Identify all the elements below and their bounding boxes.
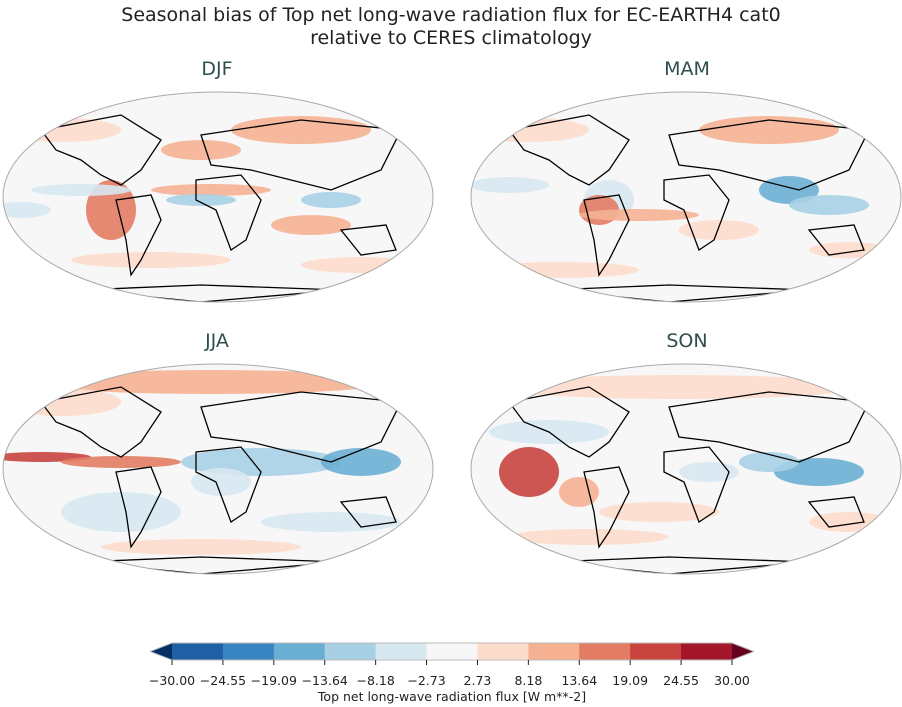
coastline	[507, 114, 630, 186]
coastline	[339, 496, 397, 528]
bias-region	[471, 177, 549, 193]
coastline	[339, 224, 397, 256]
colorbar-segment	[426, 643, 478, 660]
map-djf	[2, 91, 434, 303]
panel-title-jja: JJA	[205, 330, 229, 352]
colorbar-tick-label: 8.18	[514, 673, 543, 688]
colorbar	[150, 642, 754, 665]
bias-region	[499, 375, 859, 399]
bias-region	[101, 539, 301, 555]
bias-region	[739, 452, 799, 472]
colorbar-segment	[528, 643, 580, 660]
bias-region	[71, 252, 231, 268]
bias-region	[789, 195, 869, 215]
bias-region	[3, 388, 121, 416]
coastline	[200, 119, 403, 191]
colorbar-segment	[630, 643, 682, 660]
bias-region	[261, 512, 401, 532]
bias-region	[61, 492, 181, 532]
colorbar-tick-label: −30.00	[148, 673, 196, 688]
coastline	[200, 391, 403, 463]
bias-region	[271, 215, 351, 235]
colorbar-segment	[375, 643, 428, 660]
coastline	[39, 114, 162, 186]
colorbar-over-arrow	[732, 643, 754, 660]
bias-region	[31, 370, 391, 394]
bias-region	[759, 176, 819, 204]
colorbar-segment	[172, 643, 224, 660]
map-jja	[2, 363, 434, 575]
panel-title-son: SON	[666, 330, 708, 352]
bias-region	[479, 262, 639, 278]
colorbar-under-arrow	[150, 643, 172, 660]
colorbar-tick-label: 2.73	[463, 673, 492, 688]
bias-region	[3, 118, 121, 142]
figure-title-line2: relative to CERES climatology	[310, 27, 592, 49]
bias-region	[471, 118, 589, 142]
colorbar-tick-label: 30.00	[714, 673, 750, 688]
bias-region	[679, 462, 739, 482]
bias-region	[679, 220, 759, 240]
coastline	[507, 386, 630, 458]
coastline	[115, 466, 162, 549]
map-mam	[470, 91, 902, 303]
bias-region	[3, 452, 91, 462]
coastline	[668, 119, 871, 191]
bias-region	[166, 194, 236, 206]
coastline	[668, 391, 871, 463]
bias-region	[599, 502, 719, 522]
colorbar-tick-label: −2.73	[407, 673, 446, 688]
colorbar-segment	[477, 643, 529, 660]
bias-region	[161, 140, 241, 160]
map-son	[470, 363, 902, 575]
bias-region	[809, 512, 889, 532]
bias-region	[499, 447, 559, 497]
colorbar-tick-label: −8.18	[356, 673, 395, 688]
panel-title-djf: DJF	[201, 58, 233, 80]
panel-title-mam: MAM	[664, 58, 710, 80]
colorbar-segment	[222, 643, 275, 660]
coastline	[663, 174, 730, 251]
bias-region	[559, 477, 599, 507]
bias-region	[509, 529, 669, 545]
figure-title-line1: Seasonal bias of Top net long-wave radia…	[121, 4, 781, 26]
bias-region	[191, 468, 251, 496]
colorbar-tick-label: 13.64	[561, 673, 598, 688]
map-boundary	[470, 363, 902, 575]
colorbar-segment	[579, 643, 631, 660]
coastline	[583, 194, 630, 277]
bias-region	[31, 184, 131, 196]
bias-region	[301, 257, 421, 273]
bias-region	[61, 456, 181, 468]
coastline	[195, 446, 262, 523]
colorbar-label: Top net long-wave radiation flux [W m**-…	[317, 689, 587, 704]
map-boundary	[2, 363, 434, 575]
colorbar-segment	[324, 643, 377, 660]
bias-region	[151, 184, 271, 196]
colorbar-segment	[681, 643, 733, 660]
colorbar-tick-label: −19.09	[250, 673, 297, 688]
map-boundary	[470, 91, 902, 303]
coastline	[807, 496, 865, 528]
colorbar-tick-label: 19.09	[612, 673, 649, 688]
bias-region	[301, 192, 361, 208]
colorbar-tick-label: −13.64	[301, 673, 348, 688]
coastline	[39, 386, 162, 458]
colorbar-tick-label: −24.55	[199, 673, 247, 688]
coastline	[583, 466, 630, 549]
coastline	[807, 224, 865, 256]
colorbar-segment	[273, 643, 326, 660]
bias-region	[579, 209, 699, 221]
bias-region	[321, 448, 401, 476]
coastline	[115, 194, 162, 277]
map-boundary	[2, 91, 434, 303]
coastline	[663, 446, 730, 523]
coastline	[195, 174, 262, 251]
colorbar-tick-label: 24.55	[663, 673, 699, 688]
